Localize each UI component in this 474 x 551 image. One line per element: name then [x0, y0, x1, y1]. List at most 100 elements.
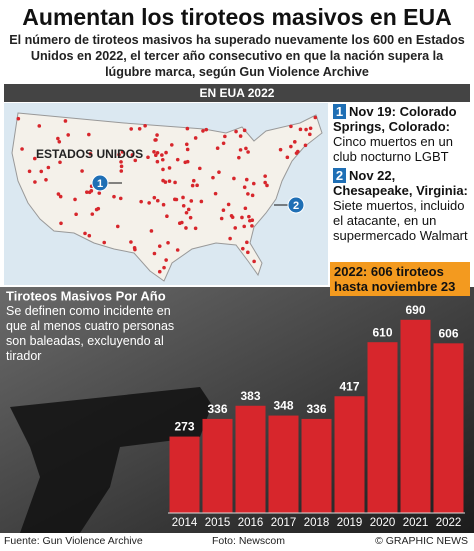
- incident-dot: [234, 129, 238, 134]
- incident-dot: [195, 183, 199, 188]
- incident-dot: [37, 124, 42, 128]
- incident-dot: [308, 132, 312, 137]
- incident-dot: [173, 180, 177, 185]
- incident-dot: [244, 146, 248, 151]
- incident-dot: [246, 192, 250, 196]
- incident-dot: [118, 196, 123, 201]
- x-tick-label: 2021: [403, 517, 429, 529]
- incident-dot: [85, 190, 89, 194]
- incident-dot: [242, 224, 247, 229]
- incident-dot: [221, 208, 226, 212]
- incident-dot: [193, 226, 198, 231]
- note: 1 Nov 19: Colorado Springs, Colorado: Cin…: [333, 104, 471, 164]
- incident-dot: [191, 178, 196, 183]
- incident-dot: [119, 164, 124, 169]
- incident-dot: [242, 185, 247, 190]
- incident-dot: [169, 143, 174, 147]
- bar: [367, 342, 398, 513]
- chart: Tiroteos Masivos Por Año 273 2014 336 2015 3…: [0, 287, 474, 533]
- incident-dot: [174, 197, 179, 202]
- bar: [400, 319, 431, 513]
- bar: [301, 418, 332, 513]
- incident-dot: [189, 199, 194, 203]
- incident-dot: [237, 155, 241, 160]
- incident-dot: [119, 169, 124, 173]
- note: 2 Nov 22, Chesapeake, Virginia: Siete mue…: [333, 168, 471, 243]
- incident-dot: [160, 157, 165, 162]
- incident-dot: [44, 177, 48, 182]
- incident-dot: [219, 216, 224, 221]
- incident-dot: [185, 159, 190, 164]
- incident-dot: [188, 215, 193, 220]
- x-tick-label: 2016: [238, 517, 264, 529]
- incident-dot: [246, 250, 250, 255]
- incident-dot: [165, 214, 169, 219]
- value-label: 417: [339, 379, 359, 393]
- incident-dot: [166, 240, 170, 245]
- incident-dot: [190, 183, 195, 188]
- incident-dot: [161, 167, 165, 172]
- section-bar: EN EUA 2022: [4, 84, 470, 102]
- incident-dot: [87, 190, 92, 195]
- incident-dot: [185, 126, 190, 131]
- incident-dot: [289, 124, 293, 129]
- incident-dot: [289, 144, 293, 149]
- note-number: 1: [333, 104, 346, 119]
- incident-dot: [133, 247, 137, 252]
- incident-dot: [308, 126, 313, 131]
- incident-dot: [177, 221, 182, 226]
- incident-dot: [83, 231, 87, 236]
- incident-dot: [56, 136, 60, 141]
- incident-dot: [232, 176, 236, 181]
- incident-dot: [263, 180, 267, 185]
- value-label: 610: [372, 325, 392, 339]
- incident-dot: [238, 148, 243, 152]
- incident-dot: [247, 214, 251, 219]
- incident-dot: [185, 147, 190, 152]
- incident-dot: [115, 224, 120, 229]
- incident-dot: [161, 178, 165, 183]
- bar: [433, 343, 464, 513]
- incident-dot: [244, 177, 249, 182]
- incident-dot: [204, 127, 209, 132]
- incident-dot: [248, 218, 252, 223]
- incident-dot: [184, 226, 188, 230]
- bar: [268, 415, 299, 513]
- incident-dot: [119, 160, 123, 164]
- incident-dot: [167, 166, 172, 170]
- incident-dot: [213, 191, 218, 196]
- incident-dot: [27, 169, 32, 174]
- incident-dot: [74, 212, 78, 217]
- incident-dot: [90, 212, 95, 216]
- incident-dot: [304, 127, 308, 132]
- incident-dot: [181, 195, 185, 200]
- incident-dot: [20, 147, 24, 151]
- incident-dot: [16, 116, 21, 121]
- incident-dot: [139, 199, 143, 204]
- incident-dot: [87, 233, 92, 238]
- value-label: 690: [405, 303, 425, 317]
- incident-dot: [243, 206, 248, 211]
- chart-subtitle: Se definen como incidente en que al meno…: [6, 304, 175, 363]
- incident-dot: [263, 174, 267, 178]
- incident-dot: [157, 269, 162, 274]
- incident-dot: [229, 213, 234, 218]
- photo-credit: Foto: Newscom: [212, 535, 285, 547]
- incident-dot: [167, 179, 172, 183]
- incident-dot: [242, 128, 247, 133]
- source: Fuente: Gun Violence Archive: [4, 535, 143, 547]
- incident-dot: [292, 140, 297, 144]
- incident-dot: [161, 202, 166, 207]
- incident-dot: [303, 143, 308, 148]
- incident-dot: [59, 221, 63, 226]
- value-label: 606: [438, 326, 458, 340]
- incident-dot: [251, 181, 256, 186]
- incident-dot: [56, 192, 61, 196]
- marker-number: 1: [97, 178, 103, 190]
- incident-dot: [94, 207, 99, 212]
- incident-dot: [33, 180, 37, 184]
- incident-dot: [223, 134, 227, 139]
- callout: 2022: 606 tiroteos hasta noviembre 23: [330, 262, 470, 296]
- incident-dot: [147, 201, 151, 205]
